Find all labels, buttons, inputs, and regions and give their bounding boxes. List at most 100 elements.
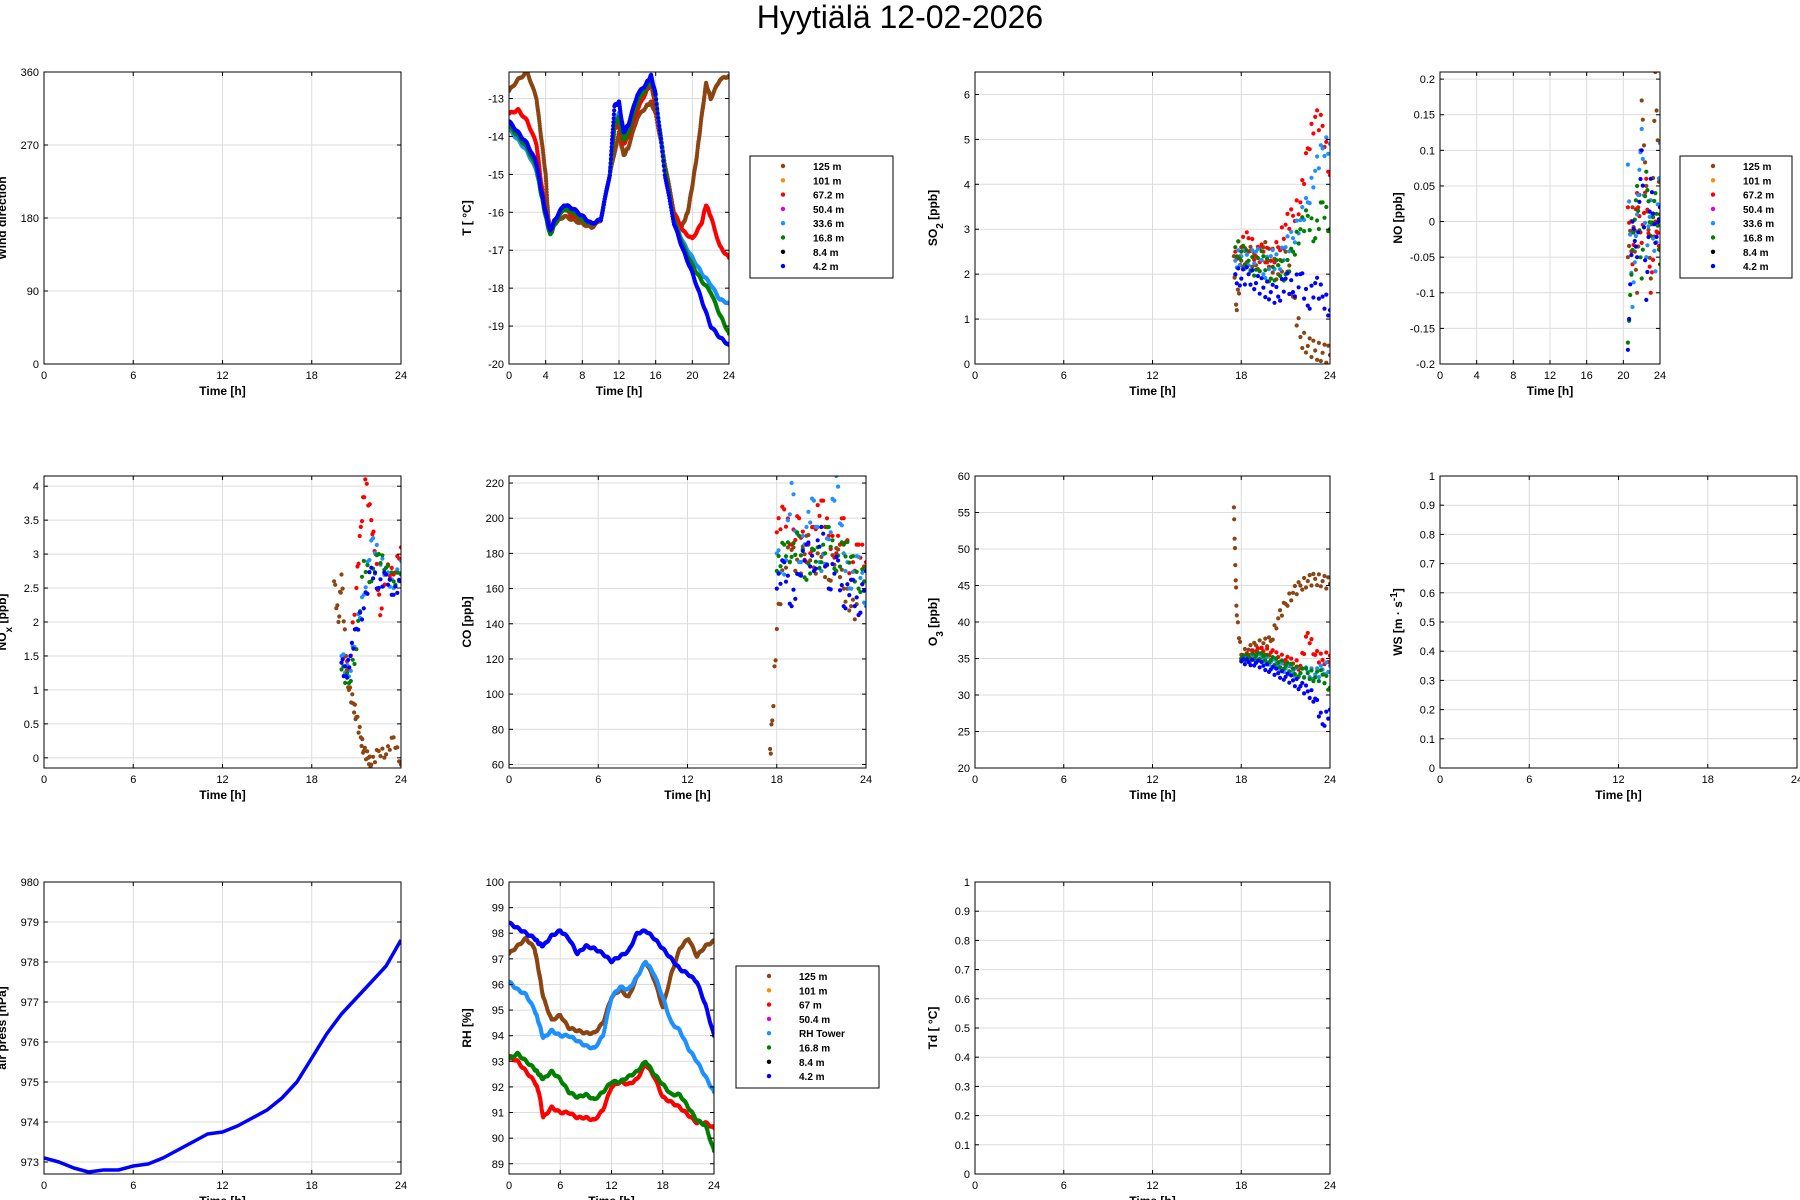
x-tick-label: 18 xyxy=(771,774,783,786)
data-point xyxy=(843,554,848,559)
data-point xyxy=(1278,608,1283,613)
y-tick-label: 0.6 xyxy=(1420,588,1435,600)
data-point xyxy=(1327,141,1330,146)
y-tick-label: 60 xyxy=(958,471,970,483)
y-tick-label: 2.5 xyxy=(24,583,39,595)
data-point xyxy=(778,602,783,607)
data-point xyxy=(783,565,789,570)
data-point xyxy=(1265,662,1270,667)
data-point xyxy=(1259,650,1264,656)
data-point xyxy=(1263,658,1268,663)
data-point xyxy=(1270,637,1275,642)
y-tick-label: 979 xyxy=(21,917,39,929)
data-point xyxy=(352,612,357,617)
y-axis-label: WS [m · s-1] xyxy=(1389,588,1406,656)
data-point xyxy=(782,572,787,577)
data-point xyxy=(726,255,729,260)
data-point xyxy=(1298,684,1303,689)
data-point xyxy=(609,141,615,146)
data-point xyxy=(1298,671,1303,676)
data-point xyxy=(782,542,787,547)
data-point xyxy=(1635,290,1640,295)
series-line xyxy=(44,939,401,1174)
x-tick-label: 18 xyxy=(306,774,318,786)
x-tick-label: 12 xyxy=(1146,774,1158,786)
data-point xyxy=(1289,598,1294,603)
data-point xyxy=(821,531,826,536)
data-point xyxy=(362,745,367,750)
data-point xyxy=(823,551,828,556)
data-point xyxy=(837,564,843,569)
y-tick-label: 60 xyxy=(492,759,504,771)
y-tick-label: 0 xyxy=(1429,217,1435,229)
data-point xyxy=(1300,680,1305,686)
x-tick-label: 18 xyxy=(1235,774,1247,786)
data-point xyxy=(1236,266,1241,271)
data-point xyxy=(1644,169,1649,174)
data-point xyxy=(1313,236,1318,241)
data-point xyxy=(1261,654,1266,659)
y-tick-label: 0 xyxy=(33,359,39,371)
data-point xyxy=(1255,273,1260,279)
data-point xyxy=(398,579,401,584)
legend-label: 101 m xyxy=(1743,176,1771,187)
y-tick-label: -18 xyxy=(488,283,504,295)
data-point xyxy=(832,498,837,503)
data-point xyxy=(836,558,841,563)
data-point xyxy=(1627,199,1632,204)
data-point xyxy=(1259,249,1264,254)
data-point xyxy=(1303,634,1309,639)
y-tick-label: 0.4 xyxy=(1420,646,1435,658)
data-point xyxy=(1263,240,1268,245)
data-point xyxy=(1279,259,1284,264)
data-point xyxy=(1281,289,1286,294)
data-point xyxy=(1309,283,1314,288)
data-point xyxy=(1292,252,1297,257)
data-point xyxy=(1326,716,1330,721)
data-point xyxy=(813,566,818,571)
data-point xyxy=(1255,646,1260,651)
data-point xyxy=(815,503,820,508)
data-point xyxy=(1303,151,1309,156)
data-point xyxy=(361,606,366,611)
data-point xyxy=(1640,117,1645,122)
data-point xyxy=(1270,664,1275,669)
data-point xyxy=(1307,573,1312,578)
data-point xyxy=(1628,232,1633,237)
data-point xyxy=(348,685,353,690)
data-point xyxy=(1646,227,1651,232)
data-point xyxy=(1307,201,1312,206)
x-tick-label: 24 xyxy=(860,774,872,786)
data-point xyxy=(863,568,866,574)
data-point xyxy=(1250,254,1255,260)
y-tick-label: 974 xyxy=(21,1117,39,1129)
data-point xyxy=(1653,72,1658,75)
data-point xyxy=(1657,141,1660,146)
y-tick-label: 25 xyxy=(958,727,970,739)
y-tick-label: 0.05 xyxy=(1414,181,1435,193)
data-point xyxy=(1248,244,1253,249)
data-point xyxy=(356,618,361,624)
data-point xyxy=(1643,160,1648,165)
legend-label: 8.4 m xyxy=(1743,248,1769,259)
y-tick-label: -16 xyxy=(488,207,504,219)
data-point xyxy=(1309,637,1314,642)
data-point xyxy=(1287,680,1292,685)
data-point xyxy=(1263,667,1268,673)
data-point xyxy=(821,542,826,547)
data-point xyxy=(1283,245,1288,250)
data-point xyxy=(1287,291,1292,297)
data-point xyxy=(359,519,365,524)
data-point xyxy=(391,735,396,740)
data-point xyxy=(1656,247,1660,252)
data-point xyxy=(800,533,805,539)
x-tick-label: 0 xyxy=(506,370,512,382)
data-point xyxy=(376,552,381,557)
data-point xyxy=(659,144,664,150)
data-point xyxy=(354,585,359,591)
data-point xyxy=(356,561,361,566)
data-point xyxy=(1242,662,1247,667)
data-point xyxy=(1300,587,1305,592)
data-point xyxy=(668,202,673,207)
data-point xyxy=(791,541,796,546)
